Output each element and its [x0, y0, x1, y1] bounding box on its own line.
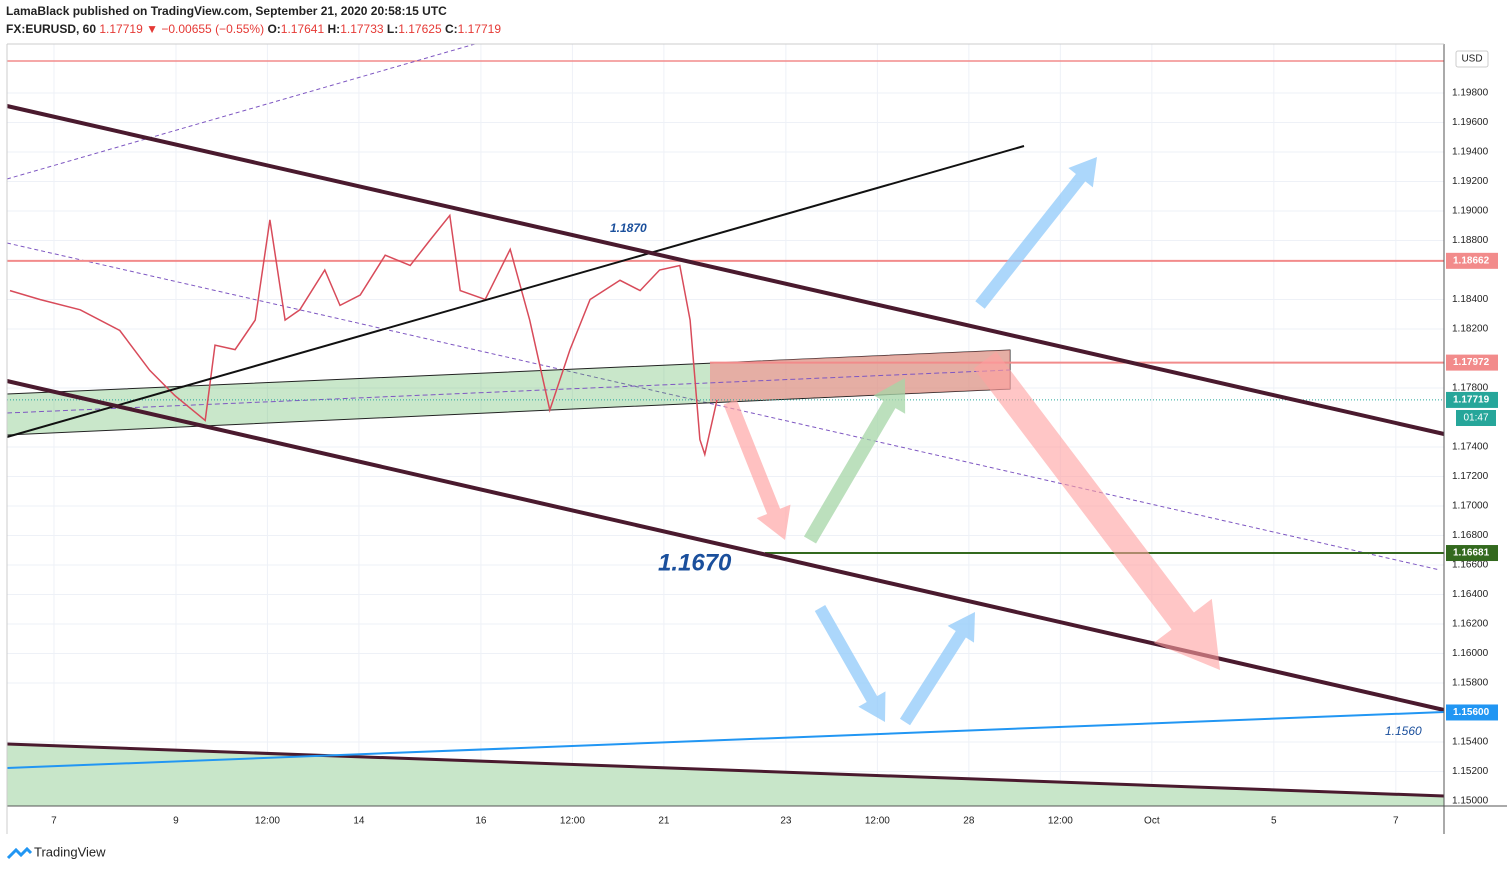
price-label-box [1446, 391, 1498, 408]
y-tick-label: 1.15400 [1452, 737, 1489, 748]
levels [7, 259, 1444, 555]
price-label: 1.15600 [1453, 707, 1490, 718]
annotation: 1.1670 [658, 549, 732, 576]
price-label: 1.17972 [1453, 357, 1490, 368]
y-tick-label: 1.18200 [1452, 324, 1489, 335]
x-tick-label: 9 [173, 816, 179, 827]
channel-upper [6, 104, 1445, 436]
y-tick-label: 1.16800 [1452, 530, 1489, 541]
o: 1.17641 [281, 22, 325, 36]
price-label: 1.18662 [1453, 255, 1490, 266]
y-tick-label: 1.15000 [1452, 796, 1489, 807]
trend-line [6, 145, 1025, 438]
publisher: LamaBlack published on TradingView.com, … [6, 4, 447, 18]
countdown: 01:47 [1463, 413, 1488, 424]
y-tick-label: 1.19600 [1452, 117, 1489, 128]
ohlc: FX:EURUSD, 60 1.17719 ▼ −0.00655 (−0.55%… [6, 22, 501, 36]
y-tick-label: 1.17800 [1452, 383, 1489, 394]
y-tick-label: 1.18800 [1452, 235, 1489, 246]
forecast-arrow [975, 157, 1097, 309]
x-tick-label: 16 [475, 816, 487, 827]
x-tick-label: 12:00 [560, 816, 585, 827]
y-tick-label: 1.16000 [1452, 648, 1489, 659]
x-tick-label: 21 [658, 816, 670, 827]
x-tick-label: 5 [1271, 816, 1277, 827]
last: 1.17719 [99, 22, 143, 36]
c-label: C: [445, 22, 458, 36]
h-label: H: [328, 22, 341, 36]
h: 1.17733 [340, 22, 384, 36]
x-tick-label: 12:00 [1048, 816, 1073, 827]
y-tick-label: 1.15800 [1452, 678, 1489, 689]
price-label-box [1446, 252, 1498, 269]
x-tick-label: 28 [963, 816, 975, 827]
o-label: O: [267, 22, 280, 36]
brand: TradingView [34, 844, 106, 859]
arrow: ▼ [146, 22, 158, 36]
c: 1.17719 [458, 22, 502, 36]
lower-zone [7, 744, 1444, 806]
forecast-arrow [814, 605, 886, 722]
annotation: 1.1870 [610, 221, 647, 235]
price-label: 1.17719 [1453, 395, 1490, 406]
x-tick-label: 7 [1393, 816, 1399, 827]
price-label: 1.16681 [1453, 548, 1490, 559]
x-tick-label: 7 [51, 816, 57, 827]
x-tick-label: 12:00 [255, 816, 280, 827]
y-tick-label: 1.18400 [1452, 294, 1489, 305]
y-tick-label: 1.19400 [1452, 147, 1489, 158]
x-tick-label: 12:00 [865, 816, 890, 827]
y-tick-label: 1.19000 [1452, 206, 1489, 217]
price-label-box [1446, 545, 1498, 562]
x-tick-label: 23 [780, 816, 792, 827]
change: −0.00655 (−0.55%) [161, 22, 264, 36]
y-tick-label: 1.15200 [1452, 766, 1489, 777]
y-tick-label: 1.17200 [1452, 471, 1489, 482]
channel-mid [6, 369, 1011, 414]
l: 1.17625 [398, 22, 442, 36]
axes: 1.15000 1.15200 1.15400 1.15800 1.16000 1.162… [51, 88, 1498, 827]
symbol: FX:EURUSD, 60 [6, 22, 96, 36]
annotation: 1.1560 [1385, 724, 1422, 738]
y-tick-label: 1.16200 [1452, 619, 1489, 630]
publisher-text: LamaBlack published on TradingView.com, … [6, 4, 447, 18]
currency: USD [1461, 54, 1482, 65]
y-tick-label: 1.16600 [1452, 560, 1489, 571]
forecast-arrow [899, 612, 975, 726]
y-tick-label: 1.19800 [1452, 88, 1489, 99]
y-axis-panel [1444, 44, 1507, 834]
l-label: L: [387, 22, 398, 36]
y-tick-label: 1.17000 [1452, 501, 1489, 512]
channel-lower [6, 379, 1445, 712]
forecast-arrow [973, 351, 1220, 670]
red-zone [710, 350, 1010, 402]
forecast-arrow [723, 399, 791, 540]
channel-bottom [6, 742, 1445, 798]
y-tick-label: 1.16400 [1452, 589, 1489, 600]
forecast-arrow [803, 378, 906, 544]
price-label-box [1446, 704, 1498, 721]
arrows [723, 157, 1220, 726]
y-tick-label: 1.19200 [1452, 176, 1489, 187]
price-line [9, 213, 718, 458]
countdown-box [1456, 410, 1496, 426]
x-axis-panel [0, 806, 1444, 834]
currency-box [1455, 50, 1489, 68]
blue-trend [6, 711, 1445, 769]
y-tick-label: 1.17400 [1452, 442, 1489, 453]
logo [6, 846, 33, 860]
x-tick-label: Oct [1144, 816, 1160, 827]
price-label-box [1446, 354, 1498, 371]
x-tick-label: 14 [353, 816, 365, 827]
price [9, 213, 718, 458]
